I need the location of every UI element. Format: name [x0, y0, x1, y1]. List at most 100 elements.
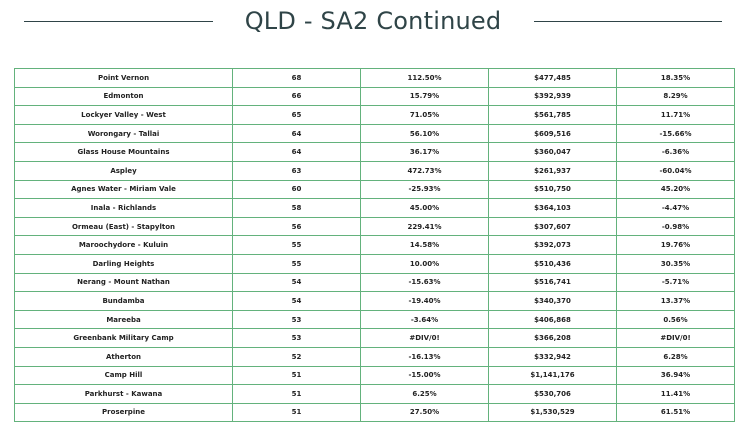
- table-row: Parkhurst - Kawana 51 6.25% $530,706 11.41%: [14, 384, 735, 404]
- count-cell: 55: [232, 253, 361, 274]
- price-cell: $360,047: [488, 142, 617, 162]
- suburb-cell: Inala - Richlands: [14, 198, 233, 218]
- table-row: Mareeba 53 -3.64% $406,868 0.56%: [14, 309, 735, 330]
- price-cell: $392,073: [488, 235, 617, 255]
- change-cell: 8.29%: [616, 86, 735, 107]
- count-cell: 52: [232, 346, 361, 367]
- growth-cell: 229.41%: [360, 216, 489, 237]
- change-cell: 13.37%: [616, 291, 735, 311]
- count-cell: 53: [232, 309, 361, 330]
- suburb-cell: Lockyer Valley - West: [14, 105, 233, 125]
- header: QLD - SA2 Continued: [0, 0, 746, 44]
- price-cell: $530,706: [488, 384, 617, 404]
- price-cell: $510,436: [488, 253, 617, 274]
- change-cell: 0.56%: [616, 309, 735, 330]
- growth-cell: 56.10%: [360, 123, 489, 144]
- change-cell: 6.28%: [616, 346, 735, 367]
- growth-cell: 45.00%: [360, 198, 489, 218]
- growth-cell: -25.93%: [360, 179, 489, 200]
- price-cell: $1,530,529: [488, 402, 617, 423]
- change-cell: 61.51%: [616, 402, 735, 423]
- suburb-cell: Ormeau (East) - Stapylton: [14, 216, 233, 237]
- suburb-cell: Camp Hill: [14, 365, 233, 386]
- suburb-cell: Agnes Water - Miriam Vale: [14, 179, 233, 200]
- price-cell: $332,942: [488, 346, 617, 367]
- change-cell: 18.35%: [616, 68, 735, 88]
- title-divider-left: [24, 21, 213, 22]
- change-cell: -60.04%: [616, 160, 735, 181]
- suburb-cell: Nerang - Mount Nathan: [14, 272, 233, 293]
- price-cell: $510,750: [488, 179, 617, 200]
- count-cell: 66: [232, 86, 361, 107]
- price-cell: $392,939: [488, 86, 617, 107]
- suburb-cell: Point Vernon: [14, 68, 233, 88]
- count-cell: 53: [232, 328, 361, 348]
- suburb-cell: Atherton: [14, 346, 233, 367]
- change-cell: 30.35%: [616, 253, 735, 274]
- table-row: Lockyer Valley - West 65 71.05% $561,785 11.…: [14, 105, 735, 125]
- price-cell: $477,485: [488, 68, 617, 88]
- table-row: Bundamba 54 -19.40% $340,370 13.37%: [14, 291, 735, 311]
- table-row: Maroochydore - Kuluin 55 14.58% $392,073 19.…: [14, 235, 735, 255]
- growth-cell: -16.13%: [360, 346, 489, 367]
- table-row: Ormeau (East) - Stapylton 56 229.41% $307,6…: [14, 216, 735, 237]
- count-cell: 63: [232, 160, 361, 181]
- count-cell: 51: [232, 384, 361, 404]
- growth-cell: 27.50%: [360, 402, 489, 423]
- count-cell: 60: [232, 179, 361, 200]
- price-cell: $609,516: [488, 123, 617, 144]
- growth-cell: #DIV/0!: [360, 328, 489, 348]
- change-cell: -6.36%: [616, 142, 735, 162]
- change-cell: -4.47%: [616, 198, 735, 218]
- change-cell: #DIV/0!: [616, 328, 735, 348]
- suburb-cell: Worongary - Tallai: [14, 123, 233, 144]
- table-row: Point Vernon 68 112.50% $477,485 18.35%: [14, 68, 735, 88]
- table-row: Edmonton 66 15.79% $392,939 8.29%: [14, 86, 735, 107]
- table-row: Worongary - Tallai 64 56.10% $609,516 -15.66…: [14, 123, 735, 144]
- page-title: QLD - SA2 Continued: [244, 7, 502, 35]
- data-table-container: Point Vernon 68 112.50% $477,485 18.35% Edmon…: [14, 68, 735, 423]
- table-row: Aspley 63 472.73% $261,937 -60.04%: [14, 160, 735, 181]
- change-cell: -0.98%: [616, 216, 735, 237]
- suburb-cell: Proserpine: [14, 402, 233, 423]
- count-cell: 68: [232, 68, 361, 88]
- table-row: Greenbank Military Camp 53 #DIV/0! $366,208…: [14, 328, 735, 348]
- change-cell: 36.94%: [616, 365, 735, 386]
- count-cell: 56: [232, 216, 361, 237]
- table-row: Glass House Mountains 64 36.17% $360,047 -6.…: [14, 142, 735, 162]
- count-cell: 65: [232, 105, 361, 125]
- table-row: Nerang - Mount Nathan 54 -15.63% $516,741 -5…: [14, 272, 735, 293]
- table-row: Inala - Richlands 58 45.00% $364,103 -4.47%: [14, 198, 735, 218]
- suburb-cell: Aspley: [14, 160, 233, 181]
- growth-cell: -3.64%: [360, 309, 489, 330]
- growth-cell: 10.00%: [360, 253, 489, 274]
- suburb-cell: Darling Heights: [14, 253, 233, 274]
- table-row: Atherton 52 -16.13% $332,942 6.28%: [14, 346, 735, 367]
- count-cell: 55: [232, 235, 361, 255]
- growth-cell: 36.17%: [360, 142, 489, 162]
- price-cell: $1,141,176: [488, 365, 617, 386]
- sa2-table: Point Vernon 68 112.50% $477,485 18.35% Edmon…: [14, 68, 735, 423]
- count-cell: 51: [232, 402, 361, 423]
- price-cell: $340,370: [488, 291, 617, 311]
- suburb-cell: Parkhurst - Kawana: [14, 384, 233, 404]
- count-cell: 64: [232, 123, 361, 144]
- change-cell: 11.71%: [616, 105, 735, 125]
- suburb-cell: Bundamba: [14, 291, 233, 311]
- price-cell: $561,785: [488, 105, 617, 125]
- table-row: Agnes Water - Miriam Vale 60 -25.93% $510,7…: [14, 179, 735, 200]
- count-cell: 54: [232, 291, 361, 311]
- count-cell: 64: [232, 142, 361, 162]
- suburb-cell: Greenbank Military Camp: [14, 328, 233, 348]
- table-row: Proserpine 51 27.50% $1,530,529 61.51%: [14, 402, 735, 423]
- growth-cell: -15.63%: [360, 272, 489, 293]
- count-cell: 51: [232, 365, 361, 386]
- growth-cell: 14.58%: [360, 235, 489, 255]
- growth-cell: 6.25%: [360, 384, 489, 404]
- title-divider-right: [534, 21, 722, 22]
- count-cell: 54: [232, 272, 361, 293]
- suburb-cell: Glass House Mountains: [14, 142, 233, 162]
- table-row: Darling Heights 55 10.00% $510,436 30.35%: [14, 253, 735, 274]
- suburb-cell: Mareeba: [14, 309, 233, 330]
- change-cell: -5.71%: [616, 272, 735, 293]
